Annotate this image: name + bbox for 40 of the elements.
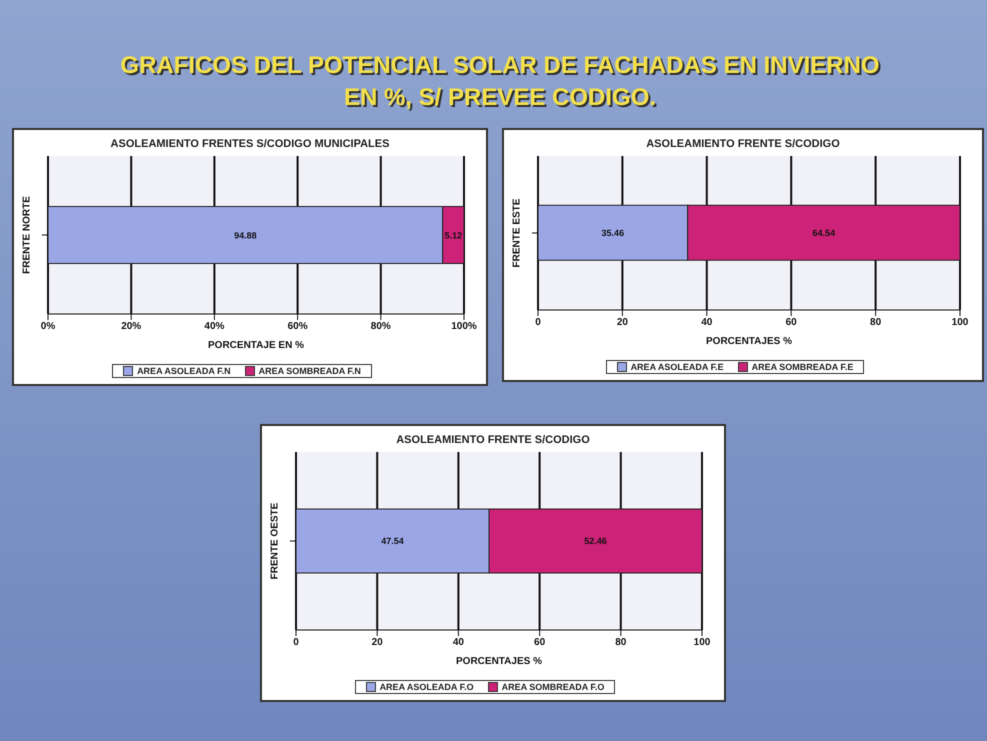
data-label: 35.46 <box>602 228 624 238</box>
x-tick-label: 60 <box>534 637 546 648</box>
data-label: 64.54 <box>812 228 836 238</box>
x-tick-label: 100 <box>952 317 969 328</box>
y-axis-title: FRENTE OESTE <box>270 502 281 580</box>
x-tick-label: 40% <box>204 321 225 332</box>
y-axis-title: FRENTE NORTE <box>22 196 33 274</box>
legend-label: AREA ASOLEADA F.E <box>630 362 724 372</box>
legend-label: AREA SOMBREADA F.E <box>750 362 854 372</box>
x-tick-label: 20% <box>121 321 142 332</box>
x-tick-label: 100 <box>694 637 711 648</box>
x-tick-label: 0 <box>535 317 542 328</box>
data-label: 5.12 <box>444 230 462 240</box>
x-axis-title: PORCENTAJES % <box>706 336 792 347</box>
data-label: 94.88 <box>234 230 257 240</box>
x-tick-label: 0% <box>40 321 56 332</box>
data-label: 52.46 <box>584 536 607 546</box>
x-tick-label: 60% <box>288 321 308 332</box>
legend-label: AREA SOMBREADA F.N <box>258 366 361 376</box>
text: GRAFICOS DEL POTENCIAL SOLAR DE FACHADAS EN INVIERNO EN %, S/ PREVEE CODIGO. <box>120 51 880 113</box>
x-tick-label: 80 <box>870 317 882 328</box>
legend-label: AREA ASOLEADA F.O <box>378 682 474 692</box>
data-label: 47.54 <box>381 536 404 546</box>
x-axis-title: PORCENTAJE EN % <box>208 340 304 351</box>
x-tick-label: 80% <box>370 321 391 332</box>
x-tick-label: 40 <box>701 317 713 328</box>
x-tick-label: 80 <box>615 637 627 648</box>
x-tick-label: 20 <box>616 317 628 328</box>
chart-title: ASOLEAMIENTO FRENTE S/CODIGO <box>645 137 841 150</box>
x-tick-label: 100% <box>451 321 477 332</box>
y-axis-title: FRENTE ESTE <box>512 198 523 268</box>
legend-label: AREA ASOLEADA F.N <box>136 366 231 376</box>
x-tick-label: 60 <box>786 317 798 328</box>
legend-label: AREA SOMBREADA F.O <box>500 682 604 692</box>
chart-title: ASOLEAMIENTO FRENTE S/CODIGO <box>395 433 591 446</box>
x-tick-label: 0 <box>293 637 300 648</box>
chart-title: ASOLEAMIENTO FRENTES S/CODIGO MUNICIPALES <box>110 137 390 150</box>
x-axis-title: PORCENTAJES % <box>456 656 542 667</box>
x-tick-label: 40 <box>452 637 464 648</box>
x-tick-label: 20 <box>372 637 384 648</box>
